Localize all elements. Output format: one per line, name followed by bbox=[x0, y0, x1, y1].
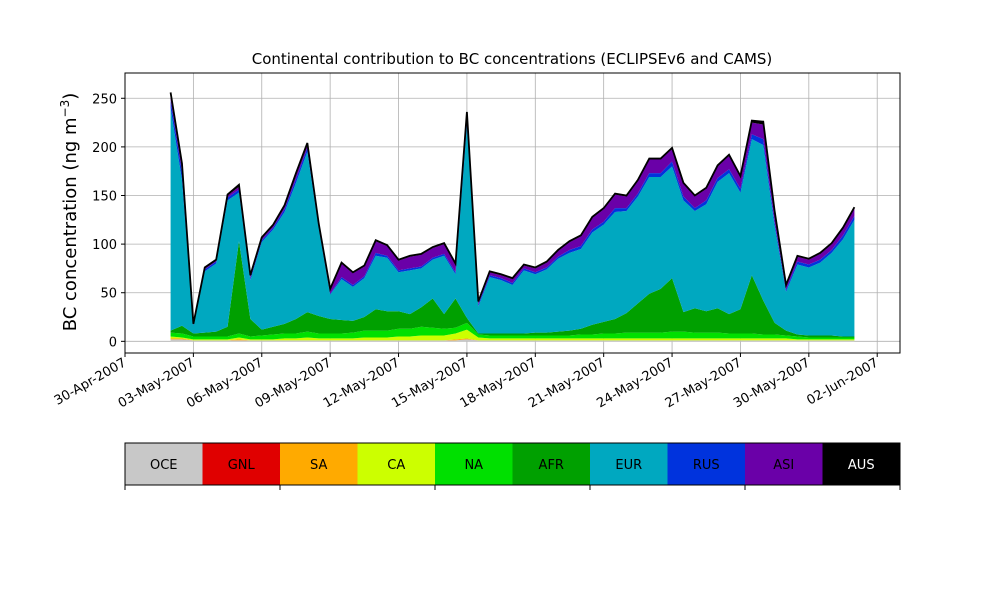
x-tick-label: 24-May-2007 bbox=[594, 355, 676, 411]
y-tick-label: 100 bbox=[92, 238, 117, 253]
y-tick-label: 150 bbox=[92, 190, 117, 205]
x-tick-label: 21-May-2007 bbox=[526, 355, 608, 411]
legend-swatch-asi bbox=[745, 443, 823, 485]
plot-frame bbox=[124, 72, 901, 354]
y-tick-label: 50 bbox=[100, 287, 117, 302]
legend-swatch-eur bbox=[590, 443, 668, 485]
legend-swatch-rus bbox=[667, 443, 745, 485]
area-sa bbox=[170, 338, 855, 341]
stacked-areas bbox=[169, 92, 856, 342]
x-tick-label: 30-May-2007 bbox=[731, 355, 813, 411]
legend-label-na: NA bbox=[464, 458, 483, 473]
area-asi bbox=[170, 95, 855, 325]
x-tick-label: 06-May-2007 bbox=[184, 355, 266, 411]
x-tick-label: 27-May-2007 bbox=[663, 355, 745, 411]
area-ca bbox=[170, 329, 855, 341]
chart-title: Continental contribution to BC concentra… bbox=[252, 50, 773, 68]
y-tick-label: 250 bbox=[92, 92, 117, 107]
x-tick-label: 09-May-2007 bbox=[252, 355, 334, 411]
legend-label-gnl: GNL bbox=[228, 458, 256, 473]
y-tick-label: 200 bbox=[92, 141, 117, 156]
legend-swatch-sa bbox=[280, 443, 358, 485]
legend-label-asi: ASI bbox=[773, 458, 794, 473]
legend-label-aus: AUS bbox=[848, 458, 875, 473]
legend-swatch-aus bbox=[822, 443, 900, 485]
legend-label-eur: EUR bbox=[615, 458, 642, 473]
y-axis-label-main: BC concentration (ng m bbox=[60, 117, 81, 331]
y-axis-label-exponent: −3 bbox=[58, 100, 72, 118]
legend-label-sa: SA bbox=[310, 458, 327, 473]
legend-swatch-na bbox=[435, 443, 513, 485]
x-tick-label: 12-May-2007 bbox=[321, 355, 403, 411]
area-afr bbox=[170, 241, 855, 338]
x-tick-label: 15-May-2007 bbox=[389, 355, 471, 411]
x-tick-label: 18-May-2007 bbox=[458, 355, 540, 411]
legend-swatch-afr bbox=[512, 443, 590, 485]
legend-label-rus: RUS bbox=[693, 458, 720, 473]
legend-swatch-oce bbox=[125, 443, 203, 485]
y-tick-label: 0 bbox=[109, 335, 117, 350]
y-axis-label: BC concentration (ng m−3) bbox=[58, 93, 81, 332]
area-eur bbox=[170, 108, 855, 337]
legend-label-afr: AFR bbox=[539, 458, 564, 473]
axes-frame bbox=[124, 72, 901, 354]
y-axis-label-close: ) bbox=[60, 93, 81, 100]
legend-frame bbox=[124, 442, 901, 486]
legend-swatch-gnl bbox=[202, 443, 280, 485]
total-outline bbox=[169, 92, 856, 325]
legend-colorbar: OCE GNL SA CA NA AFR EUR RUS ASI AUS bbox=[124, 442, 901, 490]
legend-swatch-ca bbox=[357, 443, 435, 485]
area-na bbox=[170, 322, 855, 340]
legend-label-ca: CA bbox=[387, 458, 405, 473]
x-tick-label: 03-May-2007 bbox=[116, 355, 198, 411]
legend-label-oce: OCE bbox=[150, 458, 178, 473]
x-tick-label: 02-Jun-2007 bbox=[804, 355, 881, 408]
